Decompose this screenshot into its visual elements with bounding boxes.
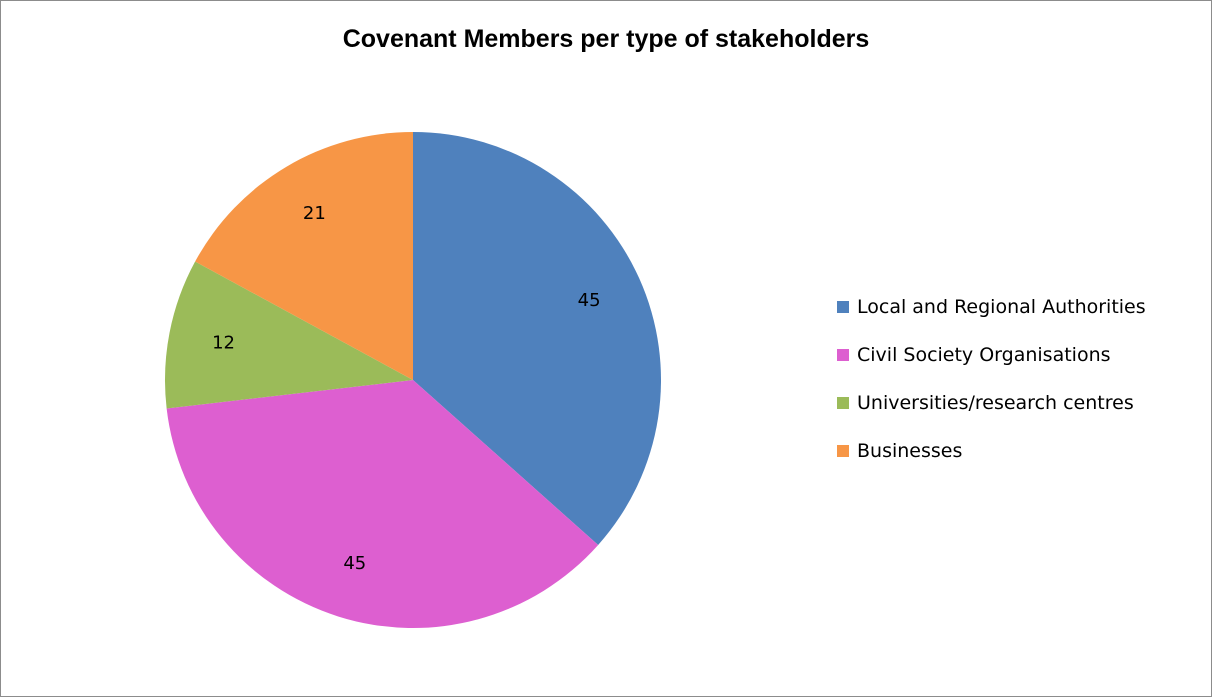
legend-swatch	[837, 349, 849, 361]
legend-label: Universities/research centres	[857, 392, 1134, 414]
data-label: 21	[303, 203, 326, 224]
legend-swatch	[837, 445, 849, 457]
legend-item: Universities/research centres	[837, 391, 1146, 415]
legend-label: Civil Society Organisations	[857, 344, 1111, 366]
legend-label: Local and Regional Authorities	[857, 296, 1146, 318]
legend-swatch	[837, 397, 849, 409]
data-label: 12	[212, 332, 235, 353]
pie-slice	[164, 261, 413, 409]
data-label: 45	[343, 553, 366, 574]
legend-label: Businesses	[857, 440, 963, 462]
legend-item: Businesses	[837, 439, 1146, 463]
pie-slice	[413, 132, 661, 546]
legend-swatch	[837, 301, 849, 313]
pie-slice	[166, 380, 599, 628]
legend: Local and Regional Authorities Civil Soc…	[837, 295, 1146, 487]
legend-item: Local and Regional Authorities	[837, 295, 1146, 319]
legend-item: Civil Society Organisations	[837, 343, 1146, 367]
chart-title: Covenant Members per type of stakeholder…	[342, 25, 870, 53]
pie-slice	[195, 132, 413, 380]
data-label: 45	[578, 290, 601, 311]
